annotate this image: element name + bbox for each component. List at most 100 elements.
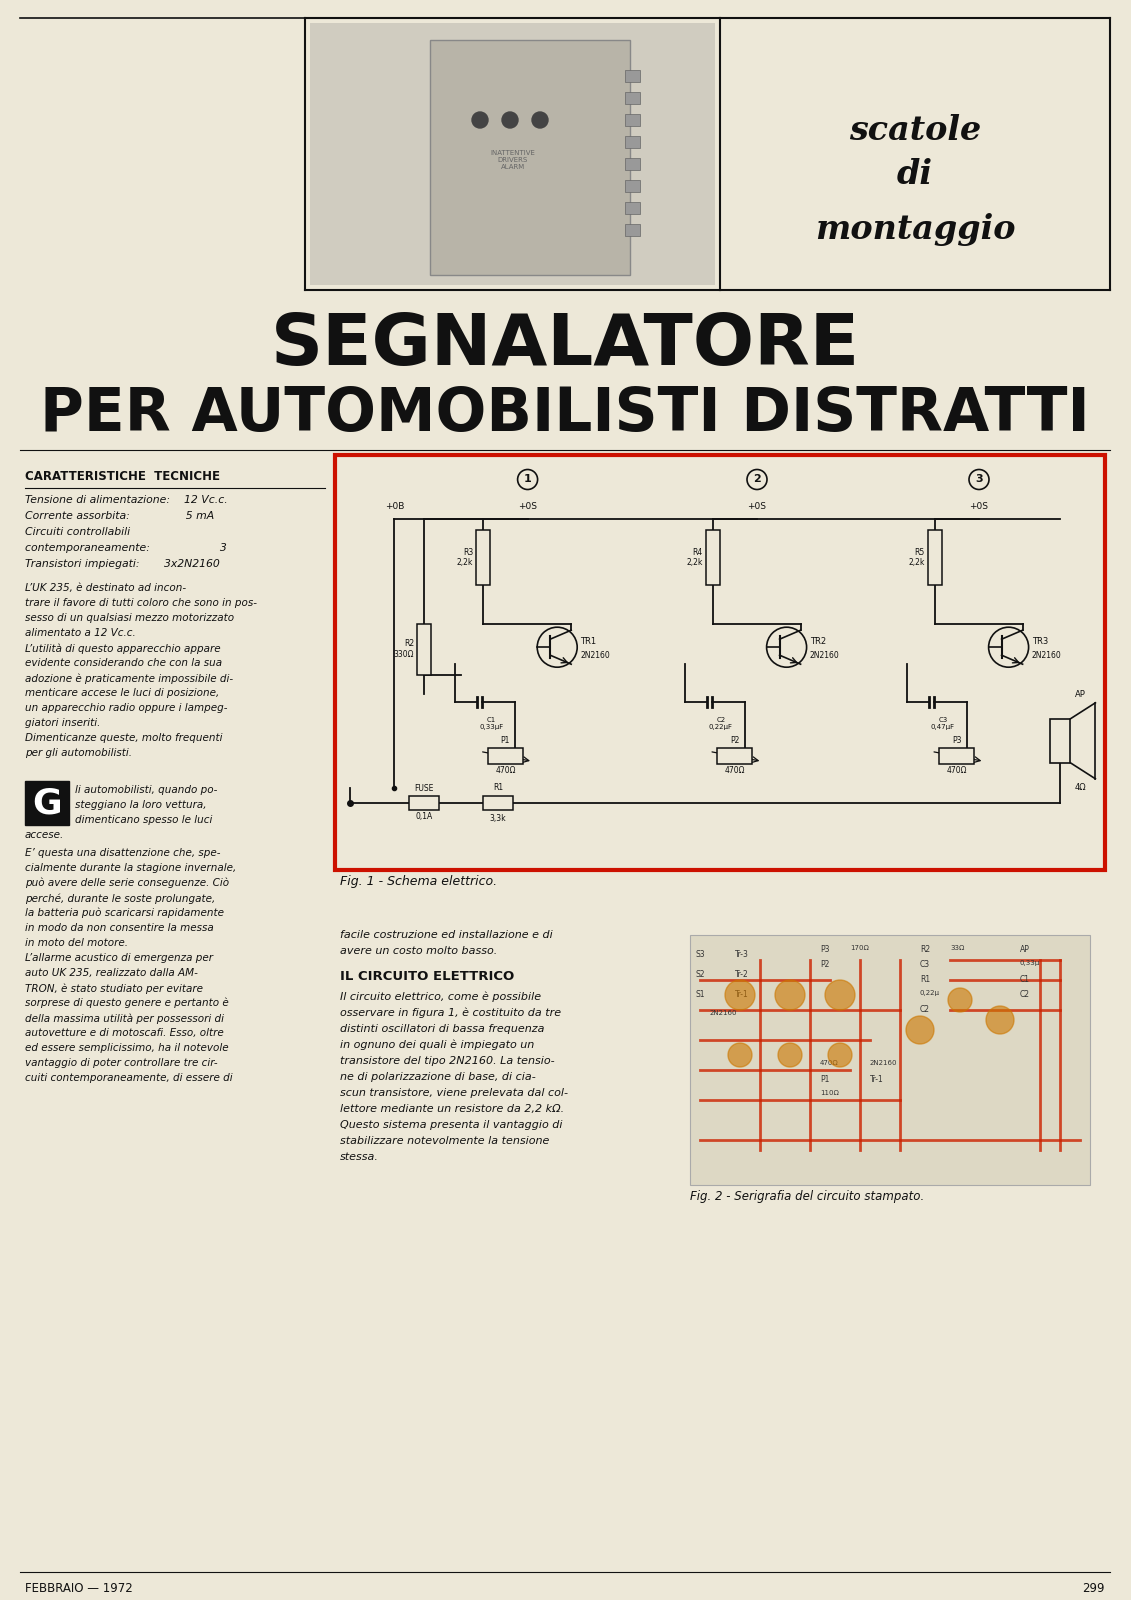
Text: stabilizzare notevolmente la tensione: stabilizzare notevolmente la tensione (340, 1136, 550, 1146)
Circle shape (472, 112, 487, 128)
Text: Circuiti controllabili: Circuiti controllabili (25, 526, 130, 538)
Circle shape (502, 112, 518, 128)
Circle shape (728, 1043, 752, 1067)
Text: steggiano la loro vettura,: steggiano la loro vettura, (75, 800, 207, 810)
Text: C2
0,22μF: C2 0,22μF (709, 717, 733, 730)
Text: FEBBRAIO — 1972: FEBBRAIO — 1972 (25, 1582, 132, 1595)
Text: 470Ω: 470Ω (947, 766, 967, 776)
Bar (476, 530, 490, 584)
Bar (409, 797, 439, 810)
Text: R5
2,2k: R5 2,2k (908, 547, 925, 568)
Bar (625, 179, 640, 192)
Text: L’utilità di questo apparecchio appare: L’utilità di questo apparecchio appare (25, 643, 221, 653)
Text: P3: P3 (820, 946, 829, 954)
Text: G: G (32, 786, 62, 819)
Text: C2: C2 (1020, 990, 1030, 998)
Bar (625, 114, 640, 126)
Text: +0B: +0B (385, 502, 404, 510)
Text: dimenticano spesso le luci: dimenticano spesso le luci (75, 814, 213, 826)
Bar (625, 202, 640, 214)
Text: P3: P3 (952, 736, 961, 746)
Bar (625, 70, 640, 82)
Text: scatole: scatole (849, 114, 981, 147)
Text: 2N2160: 2N2160 (580, 651, 610, 659)
Text: perché, durante le soste prolungate,: perché, durante le soste prolungate, (25, 893, 215, 904)
Text: P1: P1 (501, 736, 510, 746)
Text: per gli automobilisti.: per gli automobilisti. (25, 749, 132, 758)
Text: sorprese di questo genere e pertanto è: sorprese di questo genere e pertanto è (25, 998, 228, 1008)
Text: FUSE: FUSE (414, 784, 433, 794)
Text: accese.: accese. (25, 830, 64, 840)
Text: R2: R2 (920, 946, 930, 954)
Text: 299: 299 (1082, 1582, 1105, 1595)
Text: Fig. 2 - Serigrafia del circuito stampato.: Fig. 2 - Serigrafia del circuito stampat… (690, 1190, 924, 1203)
Text: 2N2160: 2N2160 (870, 1059, 898, 1066)
Text: Tr-1: Tr-1 (735, 990, 749, 998)
Circle shape (906, 1016, 934, 1043)
Text: menticare accese le luci di posizione,: menticare accese le luci di posizione, (25, 688, 219, 698)
Text: 4Ω: 4Ω (1074, 782, 1086, 792)
Text: montaggio: montaggio (814, 213, 1016, 246)
Text: P1: P1 (820, 1075, 829, 1085)
Text: 2N2160: 2N2160 (810, 651, 839, 659)
Text: C1
0,33μF: C1 0,33μF (480, 717, 503, 730)
Text: 470Ω: 470Ω (495, 766, 516, 776)
Circle shape (778, 1043, 802, 1067)
Text: P2: P2 (731, 736, 740, 746)
Text: sesso di un qualsiasi mezzo motorizzato: sesso di un qualsiasi mezzo motorizzato (25, 613, 234, 622)
Text: osservare in figura 1, è costituito da tre: osservare in figura 1, è costituito da t… (340, 1008, 561, 1019)
Text: ed essere semplicissimo, ha il notevole: ed essere semplicissimo, ha il notevole (25, 1043, 228, 1053)
Text: S3: S3 (696, 950, 705, 958)
Text: lettore mediante un resistore da 2,2 kΩ.: lettore mediante un resistore da 2,2 kΩ. (340, 1104, 564, 1114)
Circle shape (828, 1043, 852, 1067)
Text: cialmente durante la stagione invernale,: cialmente durante la stagione invernale, (25, 862, 236, 874)
Text: Tr-3: Tr-3 (735, 950, 749, 958)
Bar (625, 136, 640, 149)
Text: R1: R1 (920, 974, 930, 984)
Bar (940, 749, 974, 765)
Text: C3
0,47μF: C3 0,47μF (931, 717, 955, 730)
Text: Transistori impiegati:       3x2N2160: Transistori impiegati: 3x2N2160 (25, 558, 219, 570)
Text: 2: 2 (753, 475, 761, 485)
Text: evidente considerando che con la sua: evidente considerando che con la sua (25, 658, 222, 669)
Text: Il circuito elettrico, come è possibile: Il circuito elettrico, come è possibile (340, 992, 541, 1003)
Text: auto UK 235, realizzato dalla AM-: auto UK 235, realizzato dalla AM- (25, 968, 198, 978)
Text: distinti oscillatori di bassa frequenza: distinti oscillatori di bassa frequenza (340, 1024, 544, 1034)
Bar (25, 781, 69, 826)
Text: R2
330Ω: R2 330Ω (394, 640, 414, 659)
Text: 1: 1 (524, 475, 532, 485)
Text: 0,22μ: 0,22μ (920, 990, 940, 995)
Text: la batteria può scaricarsi rapidamente: la batteria può scaricarsi rapidamente (25, 909, 224, 918)
Text: Tr-1: Tr-1 (870, 1075, 883, 1085)
Bar (625, 158, 640, 170)
Text: CARATTERISTICHE  TECNICHE: CARATTERISTICHE TECNICHE (25, 470, 221, 483)
Text: giatori inseriti.: giatori inseriti. (25, 718, 101, 728)
Text: Questo sistema presenta il vantaggio di: Questo sistema presenta il vantaggio di (340, 1120, 562, 1130)
Text: Fig. 1 - Schema elettrico.: Fig. 1 - Schema elettrico. (340, 875, 498, 888)
Circle shape (532, 112, 549, 128)
Text: PER AUTOMOBILISTI DISTRATTI: PER AUTOMOBILISTI DISTRATTI (40, 386, 1090, 445)
Text: 3,3k: 3,3k (490, 814, 507, 822)
Bar (335, 454, 1105, 870)
Text: TR2: TR2 (810, 637, 826, 646)
Text: 2N2160: 2N2160 (710, 1010, 737, 1016)
Text: un apparecchio radio oppure i lampeg-: un apparecchio radio oppure i lampeg- (25, 702, 227, 714)
Text: 33Ω: 33Ω (950, 946, 965, 950)
Bar (430, 40, 630, 275)
Bar (625, 224, 640, 235)
Text: li automobilisti, quando po-: li automobilisti, quando po- (75, 786, 217, 795)
Text: 170Ω: 170Ω (851, 946, 869, 950)
Text: S2: S2 (696, 970, 705, 979)
Text: AP: AP (1020, 946, 1030, 954)
Text: R4
2,2k: R4 2,2k (687, 547, 702, 568)
Text: in ognuno dei quali è impiegato un: in ognuno dei quali è impiegato un (340, 1040, 534, 1051)
Text: 470Ω: 470Ω (820, 1059, 839, 1066)
Text: Corrente assorbita:                5 mA: Corrente assorbita: 5 mA (25, 510, 214, 522)
Bar (927, 530, 942, 584)
Bar (417, 624, 431, 675)
Circle shape (775, 979, 805, 1010)
Text: in modo da non consentire la messa: in modo da non consentire la messa (25, 923, 214, 933)
Text: Tr-2: Tr-2 (735, 970, 749, 979)
Text: transistore del tipo 2N2160. La tensio-: transistore del tipo 2N2160. La tensio- (340, 1056, 554, 1066)
Bar (310, 22, 715, 285)
